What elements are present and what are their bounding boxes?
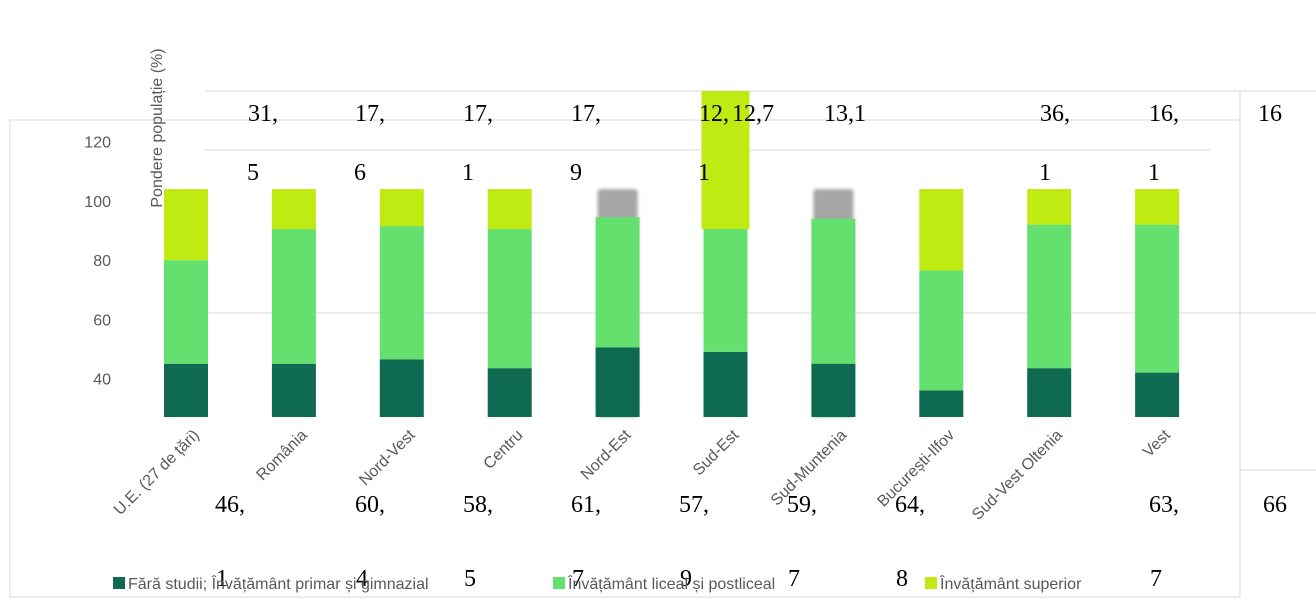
x-tick-label: Vest: [1140, 426, 1174, 460]
legend-swatch: [113, 577, 125, 589]
bar-segment: [379, 226, 424, 360]
bar-segment: [487, 229, 532, 369]
table-value-bottom: 4: [356, 566, 368, 592]
legend-swatch: [925, 577, 937, 589]
table-value-top: 36,: [1040, 101, 1070, 127]
x-tick-label: Sud-Est: [690, 426, 743, 479]
bar-segment: [811, 363, 856, 417]
table-value-top: 1: [1039, 160, 1051, 186]
table-value-top: 17,: [463, 101, 493, 127]
bar-segment: [1135, 189, 1180, 225]
table-value-bottom: 60,: [355, 492, 385, 518]
bar-segment: [919, 390, 964, 417]
table-value-bottom: 59,: [787, 492, 817, 518]
bar-segment: [164, 260, 208, 364]
table-value-top: 17,: [355, 101, 385, 127]
bar-segment: [271, 229, 316, 364]
table-value-top: 16,: [1149, 101, 1179, 127]
table-value-bottom: 7: [572, 566, 584, 592]
table-value-top: 12,: [699, 101, 729, 127]
bar-segment: [1135, 372, 1180, 417]
table-value-bottom: 63,: [1149, 492, 1179, 518]
bar-segment: [703, 351, 748, 417]
table-value-bottom: 7: [788, 566, 800, 592]
table-value-bottom: 66: [1263, 492, 1287, 518]
bar-segment: [164, 363, 208, 417]
bar-segment: [919, 189, 964, 271]
y-tick-label: 60: [93, 312, 111, 329]
y-axis-title: Pondere populație (%): [149, 48, 166, 207]
bar-segment: [379, 189, 424, 227]
bar-segment: [1027, 368, 1072, 417]
table-value-bottom: 61,: [571, 492, 601, 518]
bar-segment: [595, 347, 640, 417]
bar-segment: [487, 189, 532, 230]
table-value-bottom: 46,: [215, 492, 245, 518]
legend-label: Învățământ superior: [939, 574, 1082, 593]
bar-segment: [379, 359, 424, 417]
table-value-bottom: 57,: [679, 492, 709, 518]
x-tick-label: Nord-Vest: [356, 426, 419, 489]
y-tick-label: 100: [84, 194, 111, 211]
table-value-top: 31,: [248, 101, 278, 127]
table-value-bottom: 8: [896, 566, 908, 592]
bar-segment: [1027, 224, 1072, 369]
y-tick-label: 40: [93, 372, 111, 389]
x-tick-label: U.E. (27 de țări): [111, 427, 203, 519]
table-value-bottom: 64,: [895, 492, 925, 518]
y-tick-label: 120: [84, 135, 111, 152]
table-value-top: 6: [354, 160, 366, 186]
table-value-bottom: 58,: [463, 492, 493, 518]
bar-segment: [701, 91, 750, 229]
table-value-bottom: 7: [1150, 566, 1162, 592]
table-value-top: 9: [570, 160, 582, 186]
bar-segment: [164, 189, 208, 261]
bar-segment: [703, 217, 748, 352]
bar-segment: [1027, 189, 1072, 225]
table-value-top: 13,1: [824, 101, 866, 127]
bar-segment: [487, 368, 532, 417]
table-value-bottom: 1: [216, 566, 228, 592]
table-value-top: 1: [462, 160, 474, 186]
legend-label: Învățământ liceal și postliceal: [567, 574, 775, 593]
bar-segment: [271, 363, 316, 417]
y-tick-label: 80: [93, 253, 111, 270]
x-tick-label: Sud-Vest Oltenia: [969, 427, 1066, 524]
bar-segment: [595, 217, 640, 348]
bar-segment: [271, 189, 316, 230]
plot-frame: [9, 119, 1241, 598]
legend-label: Fără studii; Învățământ primar și gimnaz…: [128, 574, 429, 593]
table-value-top: 16: [1258, 101, 1282, 127]
table-value-top: 1: [698, 160, 710, 186]
bar-segment: [811, 218, 856, 364]
table-value-top: 12,7: [732, 101, 774, 127]
x-tick-label: Nord-Est: [578, 426, 635, 483]
bar-segment: [1135, 224, 1180, 373]
bar-segment: [919, 270, 964, 391]
table-value-top: 5: [247, 160, 259, 186]
table-value-top: 1: [1148, 160, 1160, 186]
table-value-bottom: 9: [680, 566, 692, 592]
table-value-top: 17,: [571, 101, 601, 127]
table-value-bottom: 5: [464, 566, 476, 592]
legend-swatch: [553, 577, 565, 589]
x-tick-label: România: [253, 427, 310, 484]
x-tick-label: Centru: [481, 427, 527, 473]
